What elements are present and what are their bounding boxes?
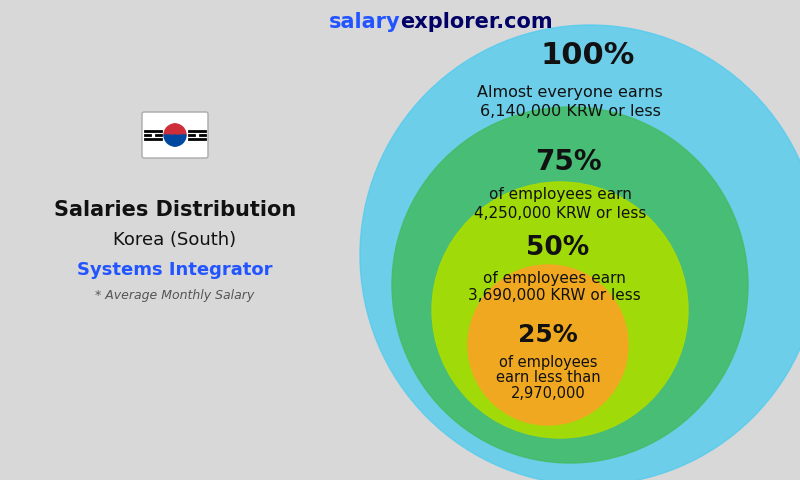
Text: earn less than: earn less than: [496, 371, 600, 385]
Circle shape: [170, 124, 181, 135]
Text: 100%: 100%: [541, 40, 635, 70]
Text: 25%: 25%: [518, 323, 578, 347]
Text: 3,690,000 KRW or less: 3,690,000 KRW or less: [468, 288, 640, 303]
Text: Salaries Distribution: Salaries Distribution: [54, 200, 296, 220]
Circle shape: [170, 135, 181, 146]
Text: of employees: of employees: [498, 355, 598, 370]
Circle shape: [468, 265, 628, 425]
Text: salary: salary: [328, 12, 400, 32]
Text: of employees earn: of employees earn: [489, 188, 631, 203]
Circle shape: [432, 182, 688, 438]
Wedge shape: [164, 124, 186, 135]
Text: 6,140,000 KRW or less: 6,140,000 KRW or less: [479, 105, 661, 120]
Text: 50%: 50%: [526, 235, 590, 261]
FancyBboxPatch shape: [142, 112, 208, 158]
Text: 75%: 75%: [534, 148, 602, 176]
Circle shape: [360, 25, 800, 480]
Circle shape: [392, 107, 748, 463]
Wedge shape: [164, 135, 186, 146]
Text: 4,250,000 KRW or less: 4,250,000 KRW or less: [474, 205, 646, 220]
Text: explorer.com: explorer.com: [400, 12, 553, 32]
Text: Systems Integrator: Systems Integrator: [78, 261, 273, 279]
Text: of employees earn: of employees earn: [482, 271, 626, 286]
Text: Almost everyone earns: Almost everyone earns: [477, 84, 663, 99]
Text: 2,970,000: 2,970,000: [510, 386, 586, 401]
Text: Korea (South): Korea (South): [114, 231, 237, 249]
Text: * Average Monthly Salary: * Average Monthly Salary: [95, 288, 254, 301]
